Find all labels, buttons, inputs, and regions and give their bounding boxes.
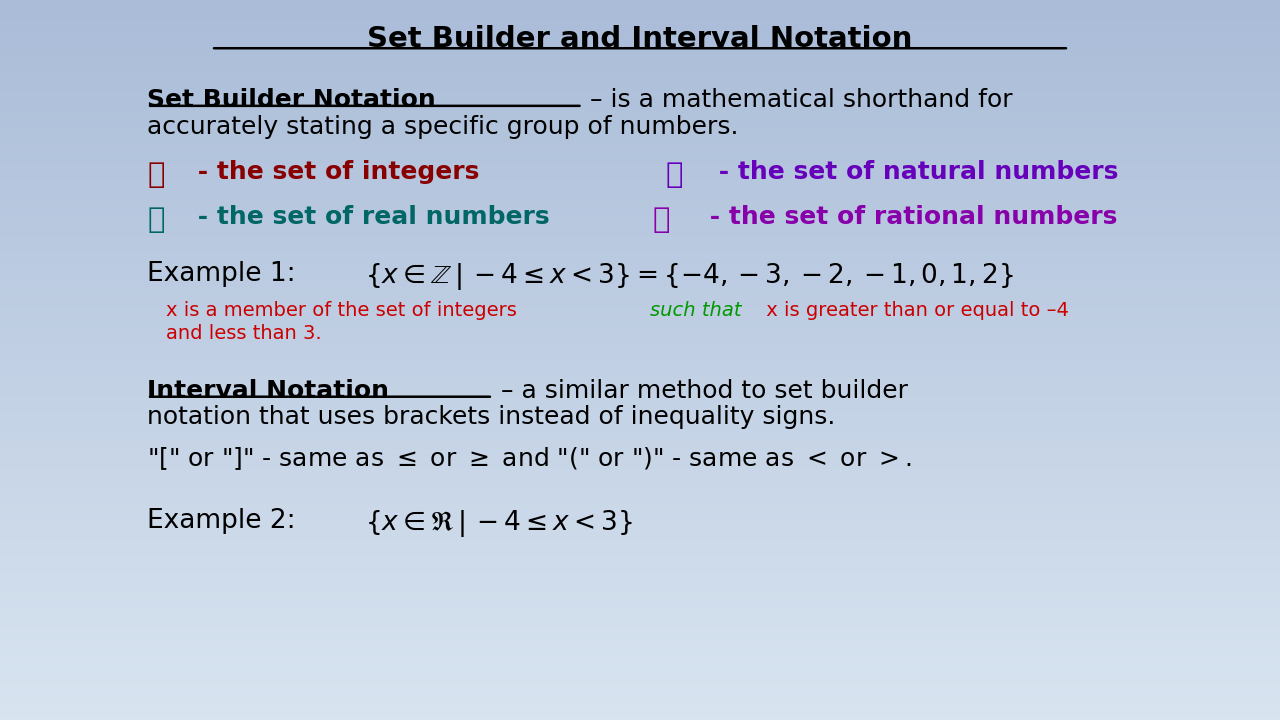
Text: – is a mathematical shorthand for: – is a mathematical shorthand for [582,88,1012,112]
Text: x is greater than or equal to –4: x is greater than or equal to –4 [760,301,1069,320]
Text: - the set of natural numbers: - the set of natural numbers [710,160,1119,184]
Text: - the set of real numbers: - the set of real numbers [189,205,550,229]
Text: ℤ: ℤ [147,160,165,189]
Text: Example 2:: Example 2: [147,508,305,534]
Text: Set Builder and Interval Notation: Set Builder and Interval Notation [367,25,913,53]
Text: - the set of rational numbers: - the set of rational numbers [701,205,1117,229]
Text: - the set of integers: - the set of integers [189,160,480,184]
Text: $\{x \in \mathbb{Z}\,|\,-4 \leq x < 3\} = \{-4,-3,-2,-1,0,1,2\}$: $\{x \in \mathbb{Z}\,|\,-4 \leq x < 3\} … [365,261,1014,292]
Text: x is a member of the set of integers: x is a member of the set of integers [166,301,524,320]
Text: notation that uses brackets instead of inequality signs.: notation that uses brackets instead of i… [147,405,836,429]
Text: Interval Notation: Interval Notation [147,379,389,403]
Text: $\{x \in \mathfrak{R}\,|\,-4 \leq x < 3\}$: $\{x \in \mathfrak{R}\,|\,-4 \leq x < 3\… [365,508,632,539]
Text: "[" or "]" - same as $\leq$ or $\geq$ and "(" or ")" - same as $<$ or $>$.: "[" or "]" - same as $\leq$ or $\geq$ an… [147,445,911,472]
Text: such that: such that [650,301,741,320]
Text: ℚ: ℚ [653,205,671,234]
Text: Set Builder Notation: Set Builder Notation [147,88,436,112]
Text: ℝ: ℝ [147,205,165,234]
Text: – a similar method to set builder: – a similar method to set builder [493,379,908,403]
Text: ℕ: ℕ [666,160,684,189]
Text: and less than 3.: and less than 3. [166,324,323,343]
Text: accurately stating a specific group of numbers.: accurately stating a specific group of n… [147,115,739,139]
Text: Example 1:: Example 1: [147,261,305,287]
